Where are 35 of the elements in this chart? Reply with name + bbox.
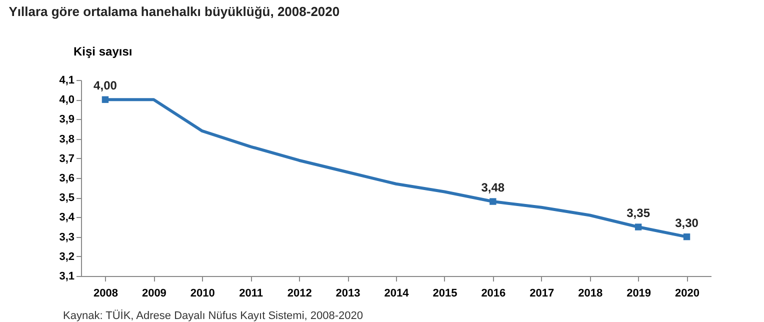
x-tick-label: 2020 (675, 288, 700, 300)
y-tick-label: 3,6 (59, 172, 74, 184)
x-tick-label: 2015 (432, 288, 458, 300)
data-label: 4,00 (94, 78, 118, 93)
text: Kaynak: TÜİK, Adrese Dayalı Nüfus Kayıt Sistemi, 2008-2020 (63, 309, 364, 322)
x-tick-label: 2016 (481, 288, 506, 300)
y-axis-title: Kişi sayısı (74, 44, 132, 58)
data-label: 3,30 (675, 216, 699, 230)
x-tick-label: 2018 (578, 288, 603, 300)
chart-title: Yıllara göre ortalama hanehalkı büyüklüğü, 2008-2020 (8, 4, 340, 19)
x-tick-label: 2011 (239, 288, 264, 300)
x-tick-label: 2019 (626, 288, 652, 300)
point (102, 96, 109, 103)
data-label: 3,35 (626, 206, 650, 220)
y-tick-label: 3,5 (59, 192, 74, 204)
x-tick-label: 2017 (530, 288, 554, 300)
y-tick-label: 3,7 (59, 152, 74, 165)
y-tick-label: 3,3 (59, 231, 74, 244)
x-tick-label: 2010 (190, 288, 215, 300)
point (683, 233, 690, 240)
x-tick-label: 2012 (287, 288, 312, 300)
x-tick-label: 2009 (142, 288, 166, 300)
point (490, 198, 496, 205)
x-tick-label: 2008 (93, 288, 118, 300)
y-tick-label: 3,8 (59, 133, 74, 146)
y-tick-label: 3,1 (59, 270, 74, 282)
y-tick-label: 3,2 (59, 250, 74, 263)
x-tick-label: 2013 (336, 288, 360, 300)
y-tick-label: 4,1 (59, 74, 74, 86)
y-tick-label: 4,0 (59, 94, 74, 106)
y-tick-label: 3,4 (59, 212, 76, 224)
data-label: 3,48 (481, 180, 505, 195)
x-tick-label: 2014 (384, 288, 410, 300)
y-tick-label: 3,9 (59, 114, 74, 126)
point (634, 224, 642, 230)
